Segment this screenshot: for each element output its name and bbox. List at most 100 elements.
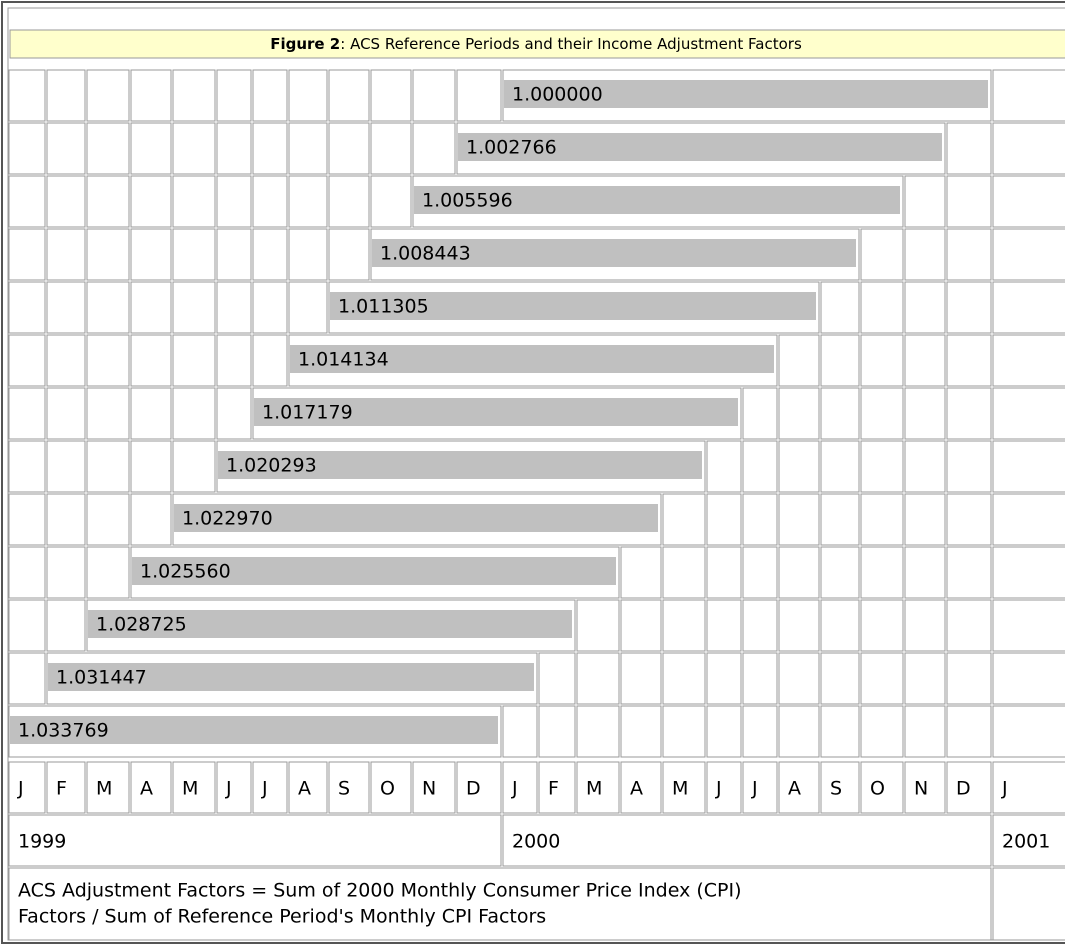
cell <box>820 652 860 705</box>
cell <box>662 705 706 758</box>
cell <box>8 546 46 599</box>
cell <box>86 281 130 334</box>
cell <box>252 761 288 814</box>
factor-label: 1.017179 <box>262 402 353 424</box>
cell <box>8 175 46 228</box>
cell <box>456 122 946 175</box>
cell <box>662 599 706 652</box>
cell <box>370 228 860 281</box>
cell <box>130 69 172 122</box>
title-cell <box>9 29 1065 59</box>
cell <box>706 761 742 814</box>
cell <box>370 761 412 814</box>
month-label: J <box>751 778 758 800</box>
cell <box>662 493 706 546</box>
cell <box>46 652 538 705</box>
cell <box>252 69 288 122</box>
cell <box>992 761 1065 814</box>
cell <box>172 334 216 387</box>
cell <box>86 122 130 175</box>
cell <box>288 281 328 334</box>
factor-label: 1.011305 <box>338 296 429 318</box>
cell <box>252 387 742 440</box>
cell <box>946 387 992 440</box>
cell <box>46 599 86 652</box>
month-label: D <box>466 778 481 800</box>
cell <box>502 69 992 122</box>
cell <box>992 599 1065 652</box>
year-label: 2000 <box>512 831 560 853</box>
month-label: O <box>380 778 395 800</box>
month-label: D <box>956 778 971 800</box>
cell <box>538 652 576 705</box>
period-bar <box>218 451 702 479</box>
cell <box>130 440 172 493</box>
cell <box>328 175 370 228</box>
cell <box>992 175 1065 228</box>
cell <box>328 761 370 814</box>
cell <box>946 761 992 814</box>
cell <box>662 652 706 705</box>
cell <box>46 440 86 493</box>
cell <box>904 387 946 440</box>
cell <box>576 761 620 814</box>
title-text: : ACS Reference Periods and their Income… <box>340 35 802 53</box>
cell <box>992 69 1065 122</box>
cell <box>742 387 778 440</box>
cell <box>8 761 46 814</box>
cell <box>86 599 576 652</box>
period-bar <box>88 610 572 638</box>
month-label: S <box>338 778 350 800</box>
cell <box>706 599 742 652</box>
cell <box>172 122 216 175</box>
cell <box>130 122 172 175</box>
cell <box>820 334 860 387</box>
cell <box>742 652 778 705</box>
cell <box>778 440 820 493</box>
cell <box>946 440 992 493</box>
cell <box>860 334 904 387</box>
year-label: 2001 <box>1002 831 1050 853</box>
cell <box>778 652 820 705</box>
cell <box>86 493 130 546</box>
cell <box>992 546 1065 599</box>
cell <box>86 175 130 228</box>
cell <box>86 69 130 122</box>
cell <box>216 440 706 493</box>
cell <box>8 493 46 546</box>
cell <box>992 281 1065 334</box>
cell <box>130 761 172 814</box>
period-bar <box>414 186 900 214</box>
cell <box>904 334 946 387</box>
month-label: O <box>870 778 885 800</box>
cell <box>252 334 288 387</box>
cell <box>8 387 46 440</box>
cell <box>820 705 860 758</box>
month-label: F <box>548 778 559 800</box>
cell <box>86 546 130 599</box>
cell <box>46 761 86 814</box>
cell <box>576 705 620 758</box>
cell <box>992 705 1065 758</box>
cell <box>904 705 946 758</box>
cell <box>172 493 662 546</box>
cell <box>946 705 992 758</box>
factor-label: 1.028725 <box>96 614 187 636</box>
cell <box>946 175 992 228</box>
cell <box>328 69 370 122</box>
cell <box>216 281 252 334</box>
cell <box>288 334 778 387</box>
cell <box>820 493 860 546</box>
cell <box>8 652 46 705</box>
cell <box>328 281 820 334</box>
cell <box>742 546 778 599</box>
cell <box>742 440 778 493</box>
cell <box>860 761 904 814</box>
cell <box>412 122 456 175</box>
cell <box>662 761 706 814</box>
period-bar <box>372 239 856 267</box>
month-label: A <box>298 778 311 800</box>
period-bar <box>254 398 738 426</box>
period-bar <box>330 292 816 320</box>
